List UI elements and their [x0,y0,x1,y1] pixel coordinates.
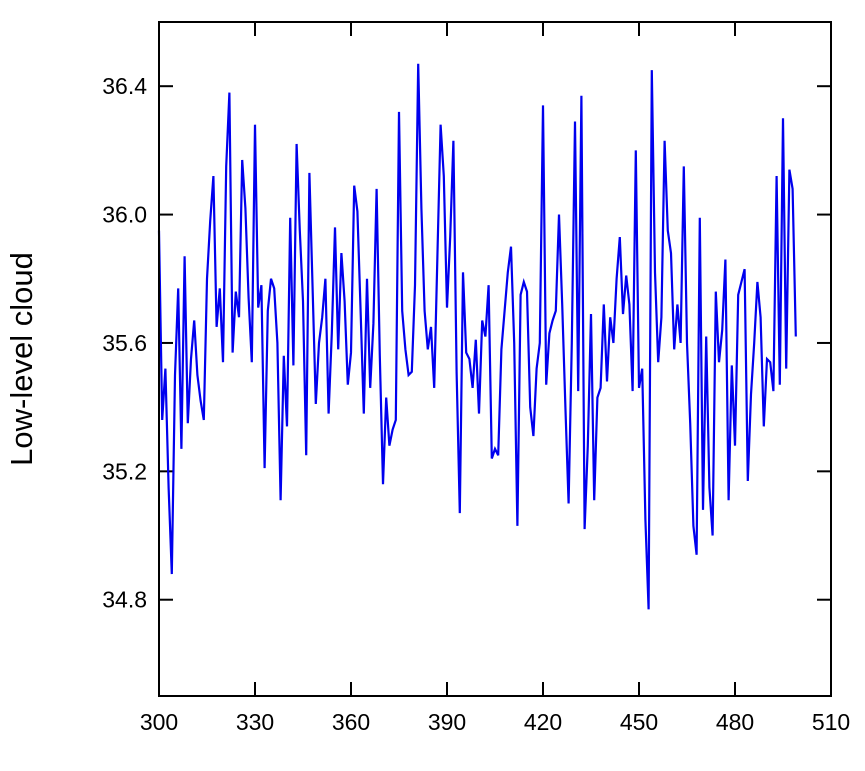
x-tick-label: 360 [332,709,370,735]
y-tick-label: 35.6 [102,330,147,356]
y-axis-label: Low-level cloud [4,252,39,466]
x-tick-label: 450 [620,709,658,735]
y-tick-label: 34.8 [102,587,147,613]
y-tick-label: 35.2 [102,458,147,484]
x-tick-label: 420 [524,709,562,735]
y-tick-label: 36.0 [102,202,147,228]
line-series [157,63,797,610]
plot-frame [158,21,832,697]
x-tick-label: 300 [140,709,178,735]
x-tick-label: 480 [716,709,754,735]
y-tick-label: 36.4 [102,73,147,99]
x-tick-label: 510 [812,709,850,735]
x-tick-label: 330 [236,709,274,735]
x-tick-label: 390 [428,709,466,735]
